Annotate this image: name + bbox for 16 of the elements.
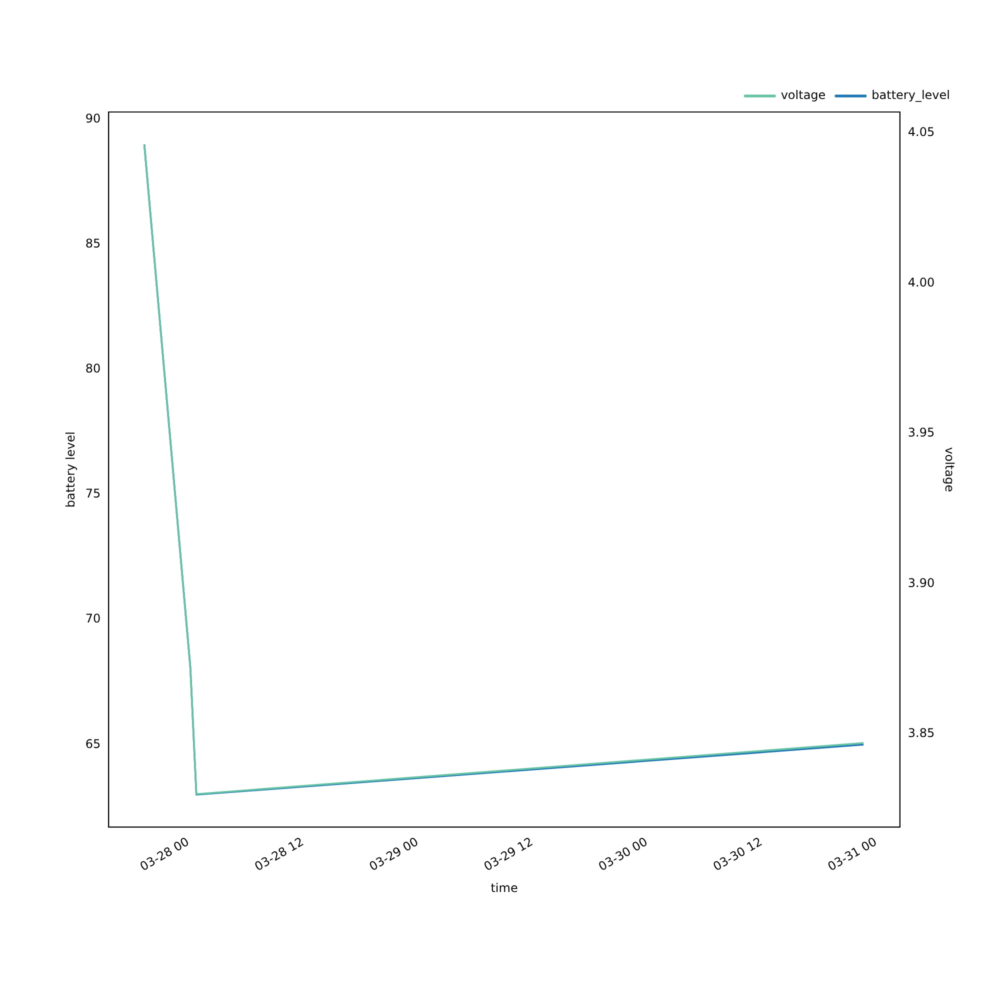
legend-label: battery_level xyxy=(872,88,950,102)
y-tick-label: 75 xyxy=(85,486,101,501)
y-tick-label: 70 xyxy=(85,612,101,626)
y2-tick-label: 4.00 xyxy=(908,275,935,290)
y-tick-label: 90 xyxy=(85,112,101,126)
y-tick-label: 80 xyxy=(85,362,101,376)
y-tick-label: 85 xyxy=(85,236,101,251)
y-axis-title: battery level xyxy=(63,432,78,508)
y-tick-label: 65 xyxy=(85,736,101,751)
y2-tick-label: 3.85 xyxy=(908,726,935,740)
y2-tick-label: 3.90 xyxy=(908,576,935,590)
y2-tick-label: 3.95 xyxy=(908,426,935,440)
y2-axis-title: voltage xyxy=(942,447,957,492)
y2-tick-label: 4.05 xyxy=(908,125,935,140)
x-axis-title: time xyxy=(490,880,518,895)
legend-label: voltage xyxy=(780,88,826,102)
